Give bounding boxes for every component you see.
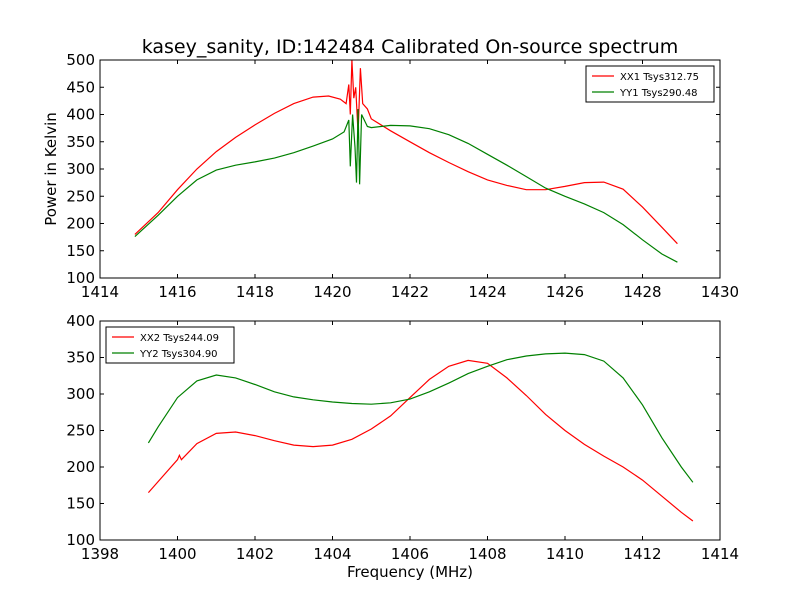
y-tick-label: 150 bbox=[66, 495, 95, 513]
legend: XX1 Tsys312.75 YY1 Tsys290.48 bbox=[585, 65, 715, 103]
x-tick-label: 1418 bbox=[236, 283, 274, 301]
x-tick-label: 1414 bbox=[81, 283, 119, 301]
y-tick-label: 100 bbox=[66, 269, 95, 287]
y-tick-label: 250 bbox=[66, 422, 95, 440]
x-tick-label: 1400 bbox=[158, 545, 196, 563]
chart-1: 1414 1416 1418 1420 1422 1424 1426 1428 1430 100 1… bbox=[42, 51, 739, 301]
series-group bbox=[147, 352, 694, 522]
x-tick-label: 1420 bbox=[313, 283, 351, 301]
x-tick-label: 1410 bbox=[546, 545, 584, 563]
series-line-2 bbox=[147, 352, 694, 483]
legend-label: YY2 Tsys304.90 bbox=[139, 349, 218, 360]
x-tick-label: 1402 bbox=[236, 545, 274, 563]
legend: XX2 Tsys244.09 YY2 Tsys304.90 bbox=[105, 326, 235, 364]
x-tick-label: 1406 bbox=[391, 545, 429, 563]
x-tick-label: 1416 bbox=[158, 283, 196, 301]
y-tick-label: 400 bbox=[66, 312, 95, 330]
y-tick-label: 450 bbox=[66, 78, 95, 96]
y-tick-label: 200 bbox=[66, 458, 95, 476]
y-tick-label: 350 bbox=[66, 349, 95, 367]
chart-2: 1398 1400 1402 1404 1406 1408 1410 1412 1414 100 1… bbox=[66, 312, 739, 581]
plots-group: 1414 1416 1418 1420 1422 1424 1426 1428 14301001… bbox=[42, 51, 739, 581]
x-axis-label: Frequency (MHz) bbox=[347, 563, 473, 581]
y-tick-label: 200 bbox=[66, 215, 95, 233]
series-line-1 bbox=[134, 60, 678, 245]
y-tick-label: 350 bbox=[66, 133, 95, 151]
series-line-1 bbox=[147, 359, 694, 522]
y-tick-label: 300 bbox=[66, 385, 95, 403]
legend-label: XX2 Tsys244.09 bbox=[140, 333, 219, 344]
x-tick-label: 1398 bbox=[81, 545, 119, 563]
y-tick-label: 250 bbox=[66, 187, 95, 205]
legend-label: YY1 Tsys290.48 bbox=[619, 88, 698, 99]
legend-box bbox=[105, 326, 235, 364]
x-tick-label: 1428 bbox=[623, 283, 661, 301]
x-tick-label: 1412 bbox=[623, 545, 661, 563]
x-tick-label: 1426 bbox=[546, 283, 584, 301]
y-tick-label: 150 bbox=[66, 242, 95, 260]
x-tick-label: 1408 bbox=[468, 545, 506, 563]
x-tick-label: 1422 bbox=[391, 283, 429, 301]
series-line-2 bbox=[134, 108, 678, 263]
y-axis-label: Power in Kelvin bbox=[42, 112, 60, 226]
y-tick-label: 300 bbox=[66, 160, 95, 178]
y-tick-label: 100 bbox=[66, 531, 95, 549]
x-tick-label: 1430 bbox=[701, 283, 739, 301]
legend-label: XX1 Tsys312.75 bbox=[620, 72, 699, 83]
chart-title: kasey_sanity, ID:142484 Calibrated On-so… bbox=[142, 36, 679, 58]
x-tick-label: 1404 bbox=[313, 545, 351, 563]
x-tick-label: 1424 bbox=[468, 283, 506, 301]
legend-box bbox=[585, 65, 715, 103]
x-tick-label: 1414 bbox=[701, 545, 739, 563]
y-tick-label: 500 bbox=[66, 51, 95, 69]
series-group bbox=[134, 60, 678, 263]
y-tick-label: 400 bbox=[66, 106, 95, 124]
